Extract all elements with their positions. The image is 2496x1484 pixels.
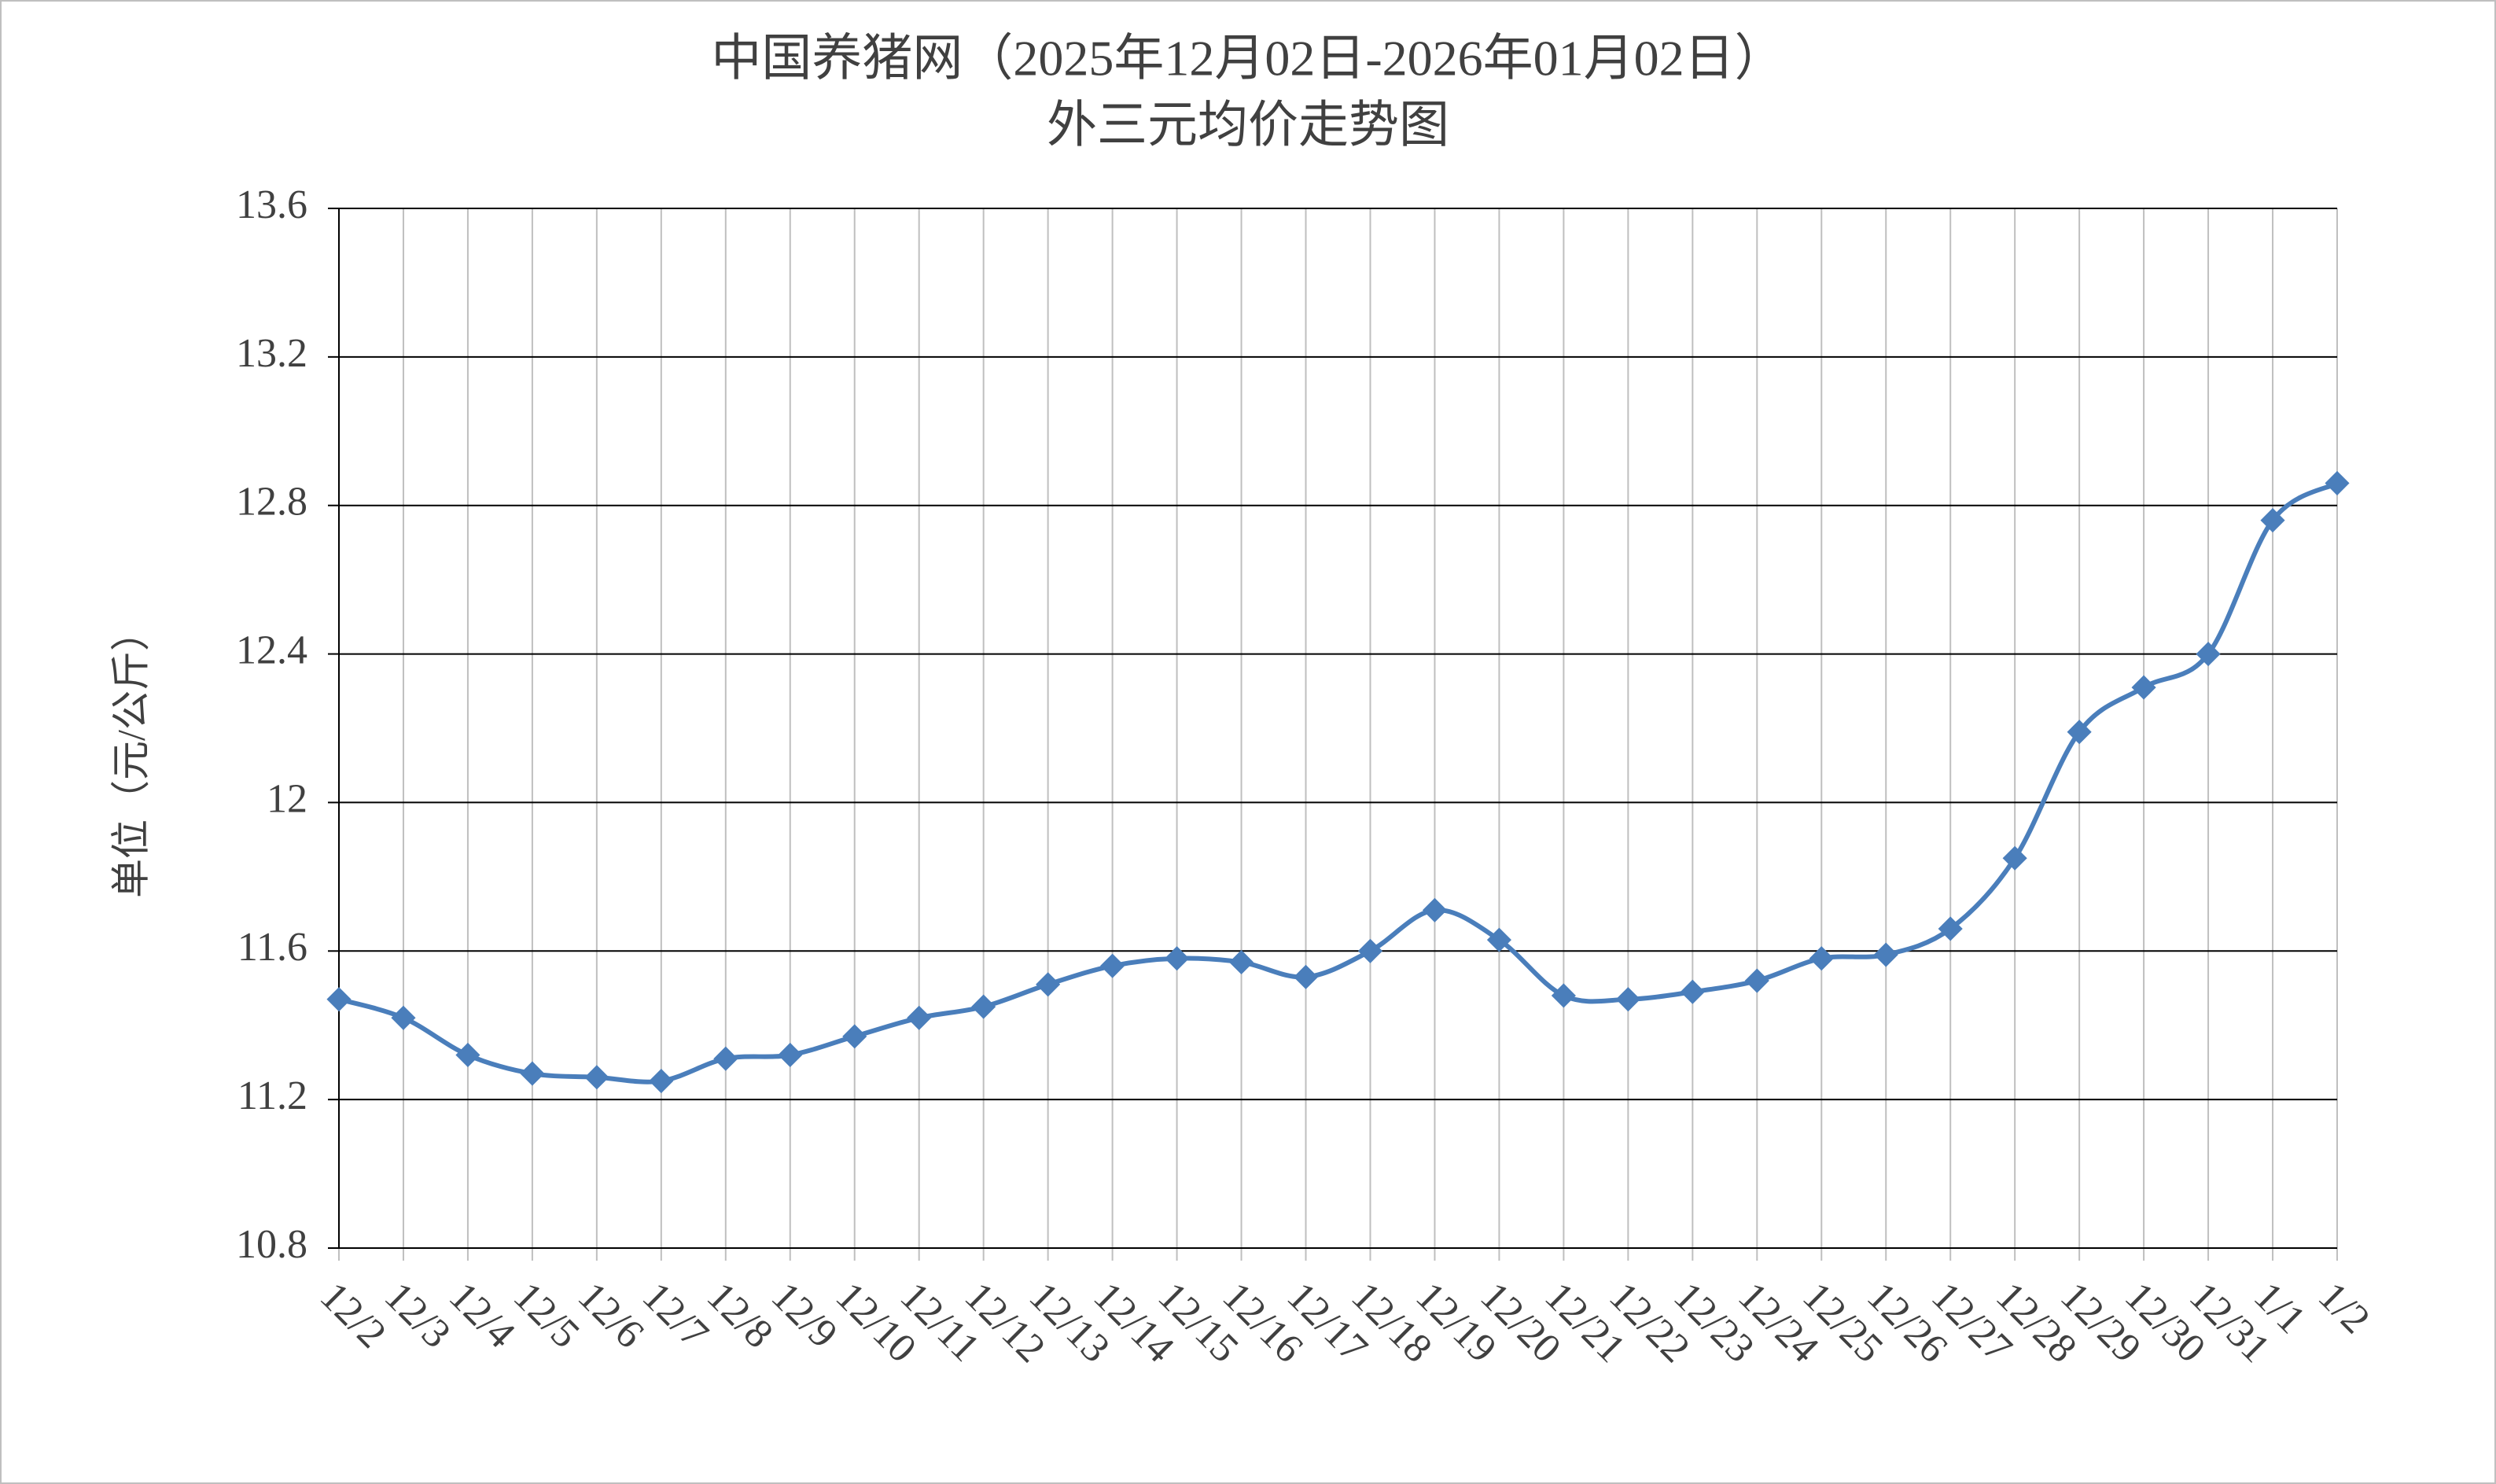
data-point [2196,642,2221,667]
data-point [1422,897,1448,922]
data-point [1293,964,1319,989]
data-point [1357,938,1383,963]
y-tick-label: 12 [267,776,307,821]
y-tick-label: 13.6 [236,182,307,227]
y-tick-label: 10.8 [236,1222,307,1267]
data-point [2325,470,2350,495]
data-point [842,1024,867,1049]
data-point [1486,927,1511,952]
data-point [1036,972,1061,997]
y-tick-label: 12.4 [236,628,307,673]
y-tick-label: 11.6 [237,925,307,970]
data-point [1100,953,1125,978]
data-point [1615,987,1640,1012]
y-axis-label: 单位（元/公斤） [109,612,153,898]
data-point [1551,983,1576,1008]
data-point [1165,946,1190,971]
y-tick-label: 12.8 [236,480,307,525]
data-point [2131,675,2156,700]
data-point [1680,979,1705,1004]
chart-subtitle: 外三元均价走势图 [1047,98,1449,153]
data-point [971,994,996,1019]
data-point [326,987,352,1012]
data-point [1873,942,1898,967]
data-point [2002,845,2027,871]
chart-title: 中国养猪网（2025年12月02日-2026年01月02日） [711,31,1784,87]
data-point [907,1005,932,1030]
data-point [1938,916,1963,941]
data-point [2260,508,2285,533]
data-point [1744,968,1769,993]
data-point [1228,949,1254,975]
y-tick-label: 13.2 [236,331,307,376]
y-tick-label: 11.2 [237,1073,307,1118]
data-point [2067,720,2092,745]
data-point [1809,946,1834,971]
